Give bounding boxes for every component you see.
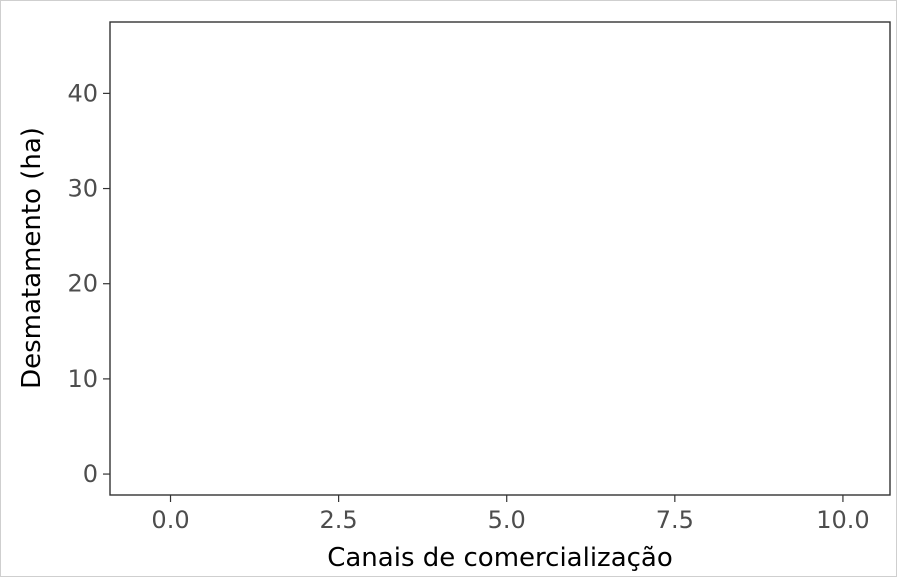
y-tick-label: 0 xyxy=(83,460,98,488)
x-tick-label: 5.0 xyxy=(488,506,526,534)
y-axis: 0 10 20 30 40 xyxy=(67,79,110,488)
y-tick-label: 30 xyxy=(67,175,98,203)
x-tick-label: 0.0 xyxy=(151,506,189,534)
x-tick-label: 7.5 xyxy=(656,506,694,534)
y-axis-title: Desmatamento (ha) xyxy=(17,127,47,389)
plot-panel-border xyxy=(109,21,891,496)
y-tick-label: 10 xyxy=(67,365,98,393)
y-tick-label: 20 xyxy=(67,270,98,298)
y-tick-label: 40 xyxy=(67,79,98,107)
x-axis-title: Canais de comercialização xyxy=(327,543,673,573)
x-tick-label: 10.0 xyxy=(816,506,869,534)
x-tick-label: 2.5 xyxy=(320,506,358,534)
x-axis: 0.0 2.5 5.0 7.5 10.0 xyxy=(151,495,870,534)
